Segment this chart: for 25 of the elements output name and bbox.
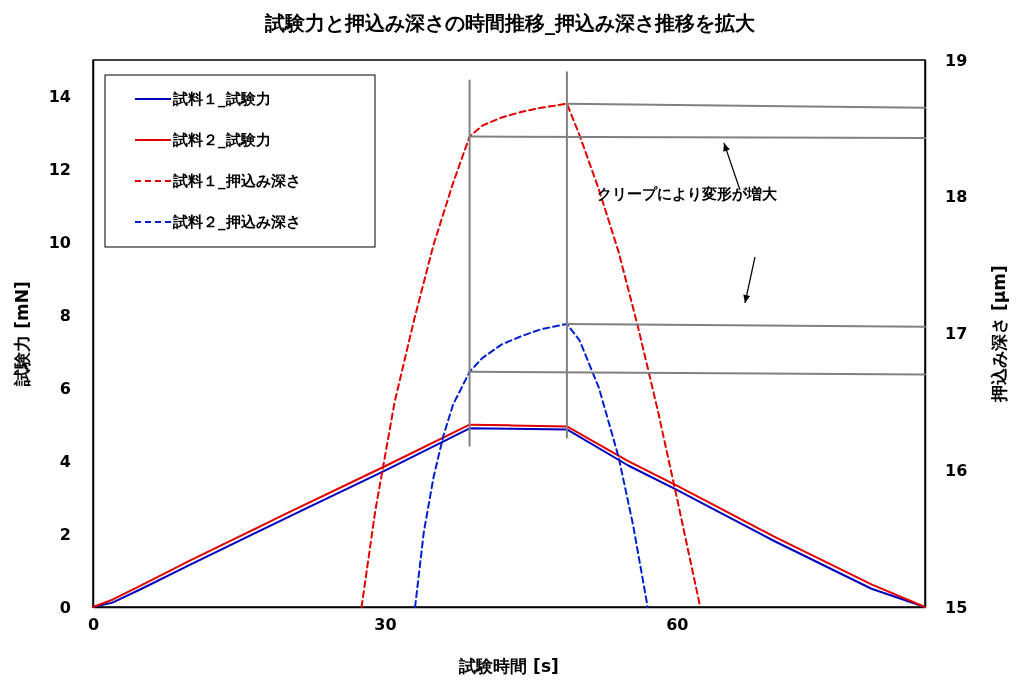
- y2-tick-label: 18: [945, 187, 968, 207]
- y-tick-label: 6: [59, 378, 71, 398]
- y2-tick-label: 15: [945, 597, 968, 617]
- y-tick-label: 2: [59, 524, 71, 544]
- y2-tick-label: 17: [945, 324, 968, 344]
- y-tick-label: 0: [59, 597, 71, 617]
- x-tick-label: 0: [87, 615, 100, 635]
- chart-title: 試験力と押込み深さの時間推移_押込み深さ推移を拡大: [264, 11, 756, 35]
- y-tick-label: 12: [48, 160, 71, 180]
- y2-tick-label: 16: [945, 460, 968, 480]
- x-tick-label: 30: [374, 615, 397, 635]
- y-tick-label: 4: [59, 451, 71, 471]
- y-axis-title: 試験力 [mN]: [12, 281, 32, 387]
- x-tick-label: 60: [666, 615, 689, 635]
- legend-label: 試料１_試験力: [172, 90, 271, 108]
- x-axis-title: 試験時間 [s]: [458, 656, 559, 676]
- y-tick-label: 14: [48, 87, 71, 107]
- y-tick-label: 8: [59, 305, 71, 325]
- legend-label: 試料１_押込み深さ: [172, 172, 301, 190]
- y-tick-label: 10: [48, 232, 71, 252]
- y2-tick-label: 19: [945, 50, 968, 70]
- y2-axis-title: 押込み深さ [μm]: [989, 265, 1009, 403]
- legend-label: 試料２_押込み深さ: [172, 213, 301, 231]
- legend-label: 試料２_試験力: [172, 131, 271, 149]
- annotation: クリープにより変形が増大: [596, 185, 778, 204]
